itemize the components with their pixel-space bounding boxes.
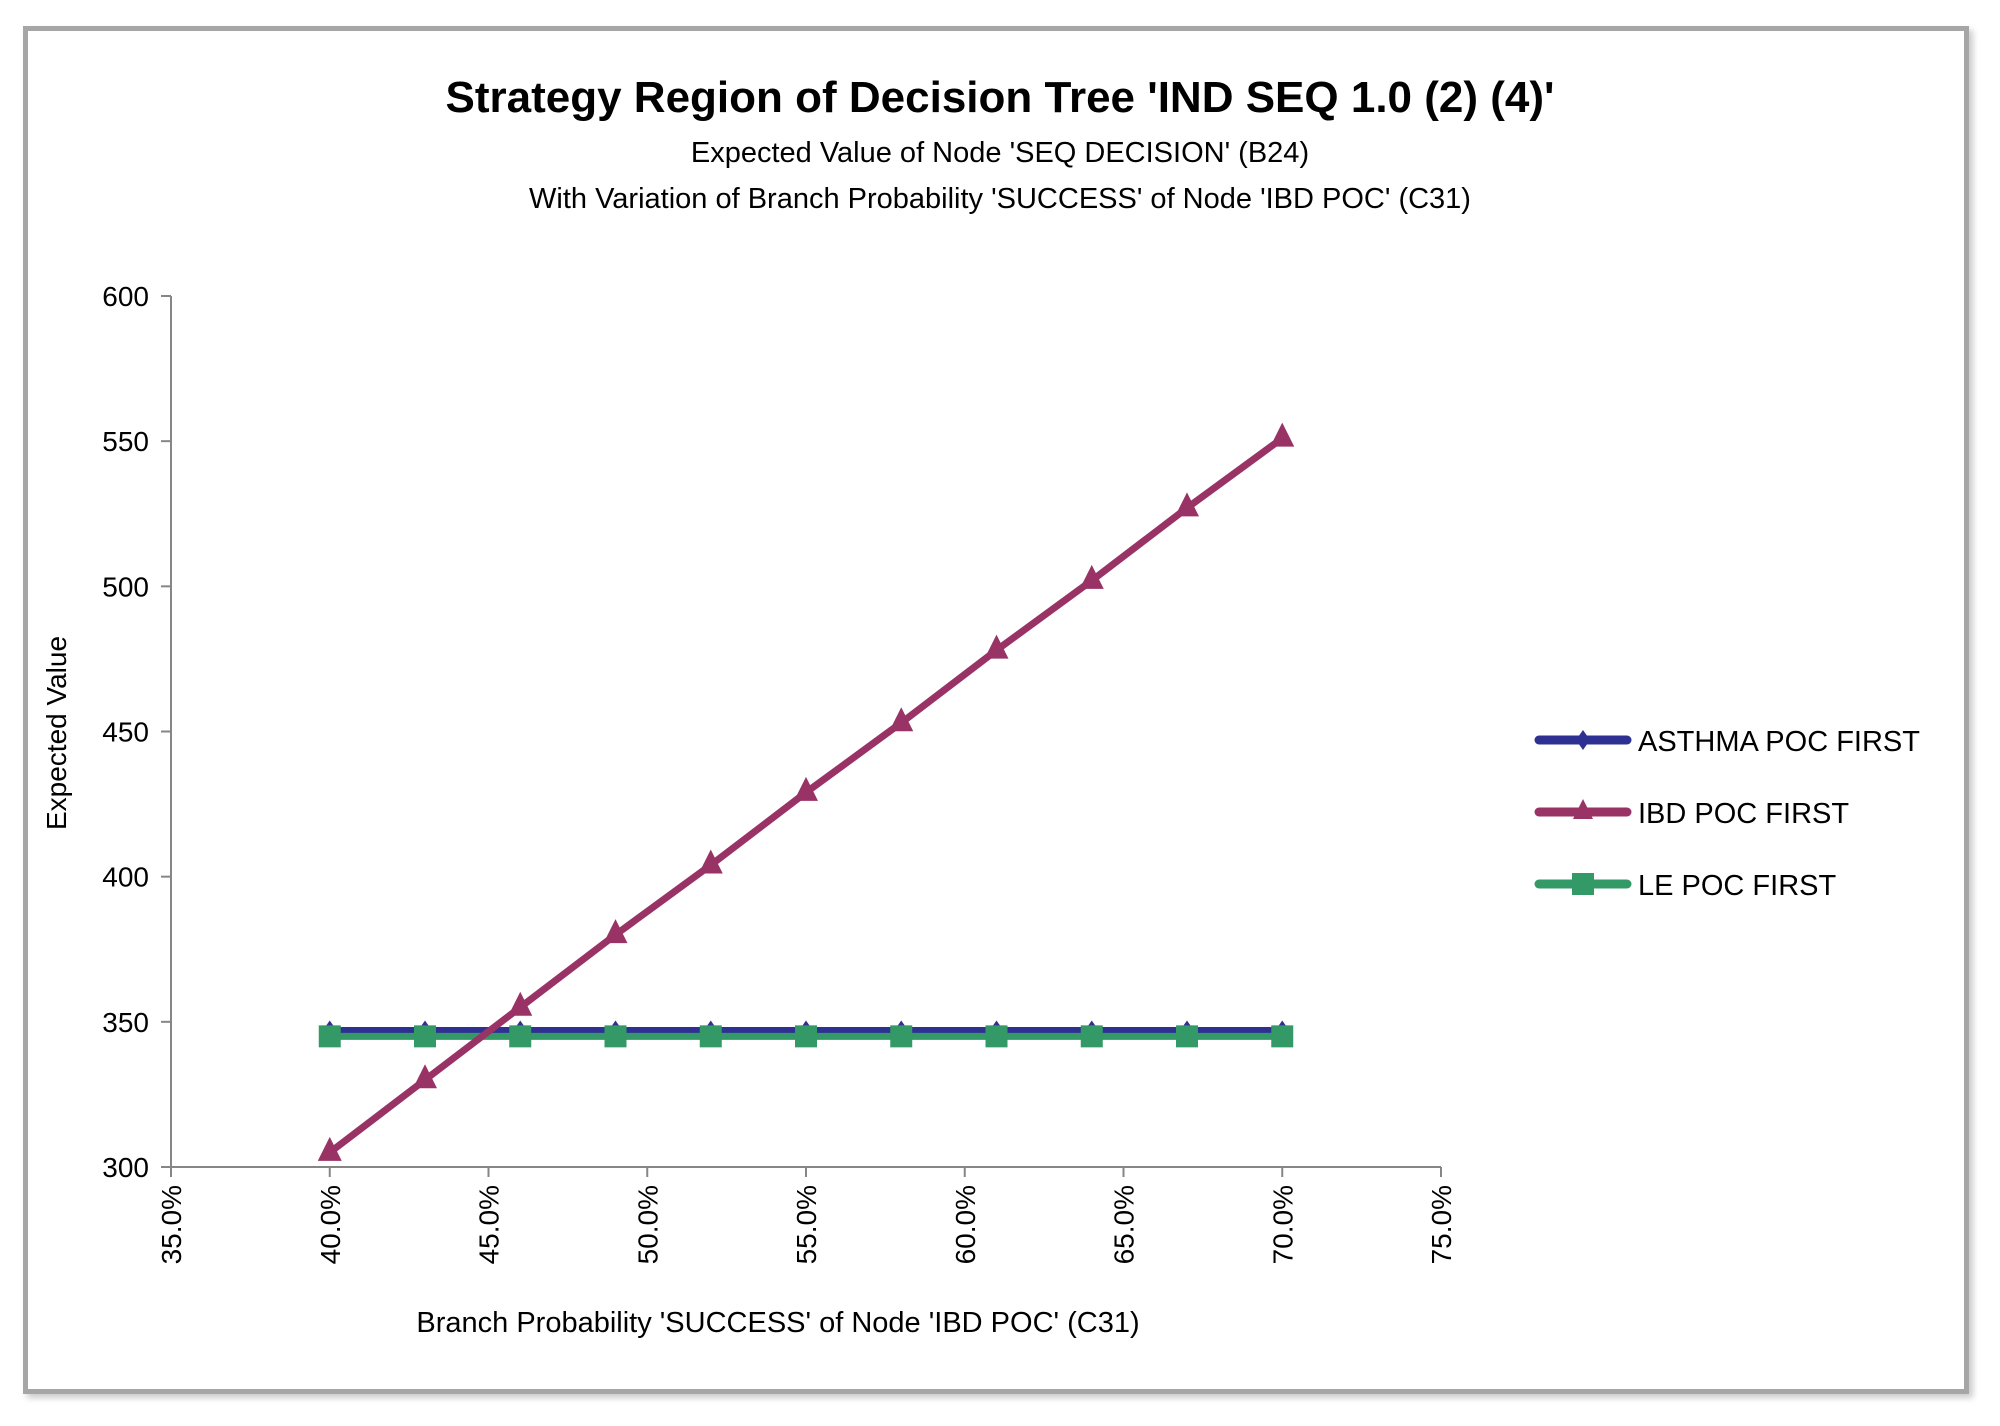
data-point	[794, 776, 818, 801]
data-point	[317, 1136, 342, 1161]
x-tick-label: 65.0%	[1109, 1185, 1140, 1264]
x-axis-label: Branch Probability 'SUCCESS' of Node 'IB…	[416, 1307, 1139, 1339]
data-point	[318, 1025, 341, 1048]
x-tick-label: 35.0%	[156, 1185, 187, 1264]
data-point	[1576, 730, 1590, 750]
data-point	[1572, 873, 1594, 895]
y-tick-label: 500	[102, 571, 149, 602]
data-point	[1573, 799, 1593, 819]
x-tick-label: 55.0%	[791, 1185, 822, 1264]
chart-subtitle-1: Expected Value of Node 'SEQ DECISION' (B…	[691, 137, 1309, 169]
data-point	[1080, 1025, 1103, 1048]
y-tick-label: 450	[102, 717, 149, 748]
x-tick-label: 45.0%	[474, 1185, 505, 1264]
y-tick-label: 600	[102, 281, 149, 312]
legend-item: LE POC FIRST	[1534, 870, 1836, 902]
y-tick-label: 350	[102, 1007, 149, 1038]
data-point	[603, 919, 628, 944]
y-tick-label: 550	[102, 426, 149, 457]
series-le-poc-first	[318, 1025, 1294, 1048]
series-ibd-poc-first	[317, 422, 1295, 1161]
data-point	[1176, 1025, 1198, 1048]
chart-title: Strategy Region of Decision Tree 'IND SE…	[446, 73, 1555, 122]
x-tick-label: 75.0%	[1426, 1185, 1457, 1264]
data-point	[1270, 422, 1295, 447]
data-point	[795, 1025, 817, 1048]
data-point	[699, 1025, 722, 1048]
data-point	[1271, 1025, 1294, 1048]
y-tick-label: 300	[102, 1152, 149, 1183]
data-point	[414, 1025, 436, 1048]
data-point	[604, 1025, 627, 1048]
x-tick-label: 40.0%	[315, 1185, 346, 1264]
data-point	[890, 1025, 913, 1048]
data-point	[1079, 564, 1104, 589]
y-axis-label: Expected Value	[41, 636, 72, 830]
data-point	[698, 849, 723, 874]
data-point	[509, 1025, 532, 1048]
legend-item: ASTHMA POC FIRST	[1534, 726, 1920, 758]
x-tick-label: 50.0%	[632, 1185, 663, 1264]
legend-label: ASTHMA POC FIRST	[1638, 726, 1920, 758]
legend-label: LE POC FIRST	[1638, 870, 1836, 902]
y-tick-label: 400	[102, 862, 149, 893]
data-point	[508, 991, 533, 1016]
legend-item: IBD POC FIRST	[1534, 798, 1849, 830]
data-point	[984, 634, 1009, 659]
data-point	[985, 1025, 1008, 1048]
data-point	[889, 707, 914, 732]
x-tick-label: 70.0%	[1267, 1185, 1298, 1264]
data-point	[413, 1064, 437, 1089]
data-point	[1175, 492, 1199, 517]
x-tick-label: 60.0%	[950, 1185, 981, 1264]
legend-label: IBD POC FIRST	[1638, 798, 1849, 830]
chart-subtitle-2: With Variation of Branch Probability 'SU…	[529, 183, 1471, 215]
